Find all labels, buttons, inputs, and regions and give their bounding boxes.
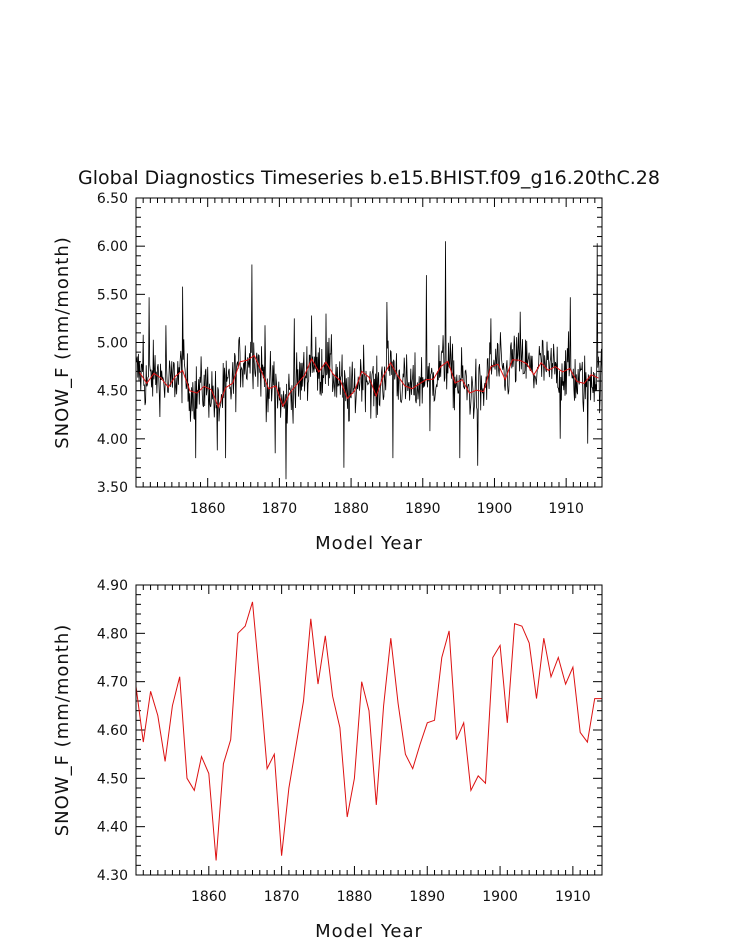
x-tick-label: 1880 — [333, 501, 369, 517]
y-tick-label: 4.60 — [97, 723, 128, 739]
annual-mean-series-line — [135, 601, 602, 861]
x-tick-label: 1870 — [264, 889, 300, 905]
y-tick-label: 4.70 — [97, 675, 128, 691]
y-tick-label: 6.00 — [97, 239, 128, 255]
y-tick-label: 6.50 — [97, 191, 128, 207]
x-tick-label: 1890 — [409, 889, 445, 905]
y-tick-label: 4.40 — [97, 820, 128, 836]
x-axis-title: Model Year — [315, 921, 423, 942]
y-tick-label: 4.50 — [97, 771, 128, 787]
top-chart-panel: Global Diagnostics Timeseries b.e15.BHIS… — [52, 167, 660, 554]
y-tick-label: 3.50 — [97, 480, 128, 496]
y-tick-label: 5.00 — [97, 336, 128, 352]
bottom-plot-frame — [135, 584, 603, 876]
chart-title: Global Diagnostics Timeseries b.e15.BHIS… — [78, 167, 660, 189]
x-tick-label: 1900 — [477, 501, 513, 517]
y-tick-label: 4.80 — [97, 626, 128, 642]
top-x-tick-labels: 1860 1870 1880 1890 1900 1910 — [190, 501, 584, 517]
x-tick-label: 1880 — [337, 889, 373, 905]
x-tick-label: 1860 — [190, 501, 226, 517]
bottom-y-tick-labels: 4.30 4.40 4.50 4.60 4.70 4.80 4.90 — [97, 578, 128, 884]
x-tick-label: 1900 — [482, 889, 518, 905]
y-tick-label: 5.50 — [97, 287, 128, 303]
top-plot-frame — [135, 197, 603, 488]
y-tick-label: 4.50 — [97, 384, 128, 400]
y-tick-label: 4.90 — [97, 578, 128, 594]
x-axis-title: Model Year — [315, 533, 423, 554]
bottom-chart-panel: 4.30 4.40 4.50 4.60 4.70 4.80 4.90 1860 … — [52, 578, 603, 942]
bottom-chart-ticks — [135, 584, 603, 876]
x-tick-label: 1890 — [405, 501, 441, 517]
x-tick-label: 1870 — [262, 501, 298, 517]
x-tick-label: 1910 — [548, 501, 584, 517]
y-tick-label: 4.30 — [97, 868, 128, 884]
monthly-series-line — [135, 241, 603, 480]
x-tick-label: 1910 — [555, 889, 591, 905]
y-axis-title: SNOW_F (mm/month) — [52, 624, 73, 837]
y-tick-label: 4.00 — [97, 432, 128, 448]
y-axis-title: SNOW_F (mm/month) — [52, 236, 73, 449]
top-chart-ticks — [135, 197, 603, 488]
bottom-x-tick-labels: 1860 1870 1880 1890 1900 1910 — [191, 889, 591, 905]
annual-mean-series-line — [139, 354, 599, 409]
top-y-tick-labels: 3.50 4.00 4.50 5.00 5.50 6.00 6.50 — [97, 191, 128, 496]
x-tick-label: 1860 — [191, 889, 227, 905]
